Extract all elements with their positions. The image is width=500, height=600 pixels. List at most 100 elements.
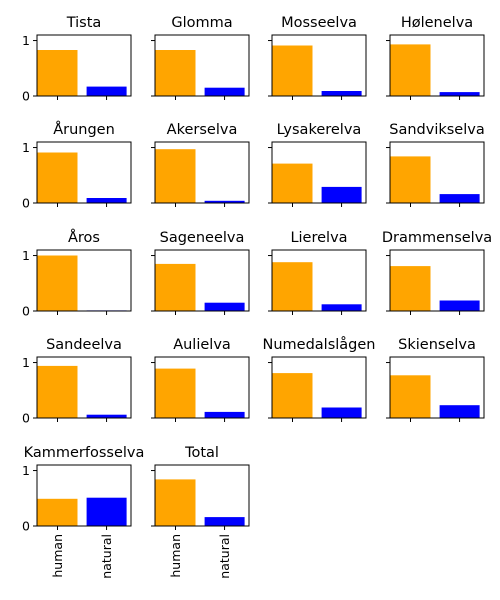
bar-natural (321, 91, 362, 96)
panel-title: Lysakerelva (277, 122, 362, 138)
bar-human (155, 479, 196, 526)
bar-human (390, 375, 431, 418)
bar-human (390, 156, 431, 203)
axes-frame (36, 464, 132, 527)
panel-title: Årungen (53, 121, 115, 138)
panel-title: Lierelva (290, 230, 347, 246)
bar-natural (321, 407, 362, 418)
bar-human (155, 50, 196, 96)
bar-human (37, 498, 78, 526)
bar-natural (86, 497, 127, 526)
bar-natural (321, 304, 362, 311)
y-tick-label: 1 (22, 140, 30, 155)
axes-frame (154, 141, 250, 204)
panel-title: Kammerfosselva (24, 445, 145, 461)
panel-title: Total (184, 445, 219, 461)
y-tick-label: 0 (22, 519, 30, 534)
chart-panel: Aulielva (151, 337, 250, 422)
bar-natural (204, 302, 245, 311)
bar-human (37, 152, 78, 203)
axes-frame (36, 356, 132, 419)
axes-frame (36, 141, 132, 204)
chart-panel: Lierelva (268, 230, 367, 315)
chart-panel: 0 1 Årungen (22, 121, 132, 211)
bar-human (390, 266, 431, 311)
bar-human (37, 255, 78, 311)
panel-title: Glomma (171, 15, 232, 31)
axes-frame (389, 356, 485, 419)
panel-title: Drammenselva (382, 230, 492, 246)
axes-frame (389, 249, 485, 312)
axes-frame (154, 249, 250, 312)
bar-natural (439, 405, 480, 418)
x-tick-label-human: human (50, 534, 65, 578)
bar-human (272, 373, 313, 418)
axes-frame (271, 34, 367, 97)
bar-natural (204, 411, 245, 418)
y-tick-label: 1 (22, 355, 30, 370)
panel-title: Skienselva (398, 337, 476, 353)
chart-panel: Akerselva (151, 122, 250, 207)
panel-title: Numedalslågen (263, 336, 376, 353)
bar-natural (204, 87, 245, 96)
bar-natural (439, 194, 480, 203)
chart-panel: Lysakerelva (268, 122, 367, 207)
bar-natural (439, 300, 480, 311)
bar-human (390, 44, 431, 96)
bar-human (272, 163, 313, 203)
panel-title: Akerselva (167, 122, 238, 138)
x-tick-label-natural: natural (99, 534, 114, 579)
axes-frame (271, 356, 367, 419)
axes-frame (154, 34, 250, 97)
bar-human (155, 149, 196, 203)
axes-frame (389, 141, 485, 204)
y-tick-label: 0 (22, 89, 30, 104)
chart-panel: Total human natural (151, 445, 250, 579)
panel-title: Sandeelva (46, 337, 122, 353)
bar-human (272, 262, 313, 311)
chart-panel: 0 1 Tista (22, 15, 132, 104)
chart-panel: 0 1 Kammerfosselva human natural (22, 445, 144, 579)
chart-panel: Drammenselva (382, 230, 492, 315)
bar-natural (204, 517, 245, 526)
bar-human (155, 263, 196, 311)
x-tick-label-human: human (168, 534, 183, 578)
chart-panel: 0 1 Sandeelva (22, 337, 132, 426)
chart-panel: Numedalslågen (263, 336, 376, 422)
axes-frame (389, 34, 485, 97)
panel-title: Hølenelva (401, 15, 473, 31)
bar-natural (439, 92, 480, 96)
chart-panel: Sageneelva (151, 230, 250, 315)
chart-panel: Skienselva (386, 337, 485, 422)
bar-natural (86, 86, 127, 96)
y-tick-label: 1 (22, 33, 30, 48)
axes-frame (154, 464, 250, 527)
bar-human (272, 45, 313, 96)
bar-human (37, 365, 78, 418)
panel-title: Sageneelva (160, 230, 245, 246)
axes-frame (154, 356, 250, 419)
y-tick-label: 0 (22, 196, 30, 211)
panel-title: Sandvikselva (389, 122, 484, 138)
chart-panel: Sandvikselva (386, 122, 485, 207)
panel-title: Åros (68, 229, 100, 246)
bar-human (37, 50, 78, 96)
bar-natural (321, 186, 362, 203)
chart-panel: Mosseelva (268, 15, 367, 100)
axes-frame (271, 141, 367, 204)
panel-title: Aulielva (173, 337, 231, 353)
y-tick-label: 0 (22, 304, 30, 319)
axes-frame (271, 249, 367, 312)
panel-title: Tista (66, 15, 102, 31)
axes-frame (36, 34, 132, 97)
bar-natural (86, 414, 127, 418)
chart-panel: 0 1 Åros (22, 229, 132, 319)
axes-frame (36, 249, 132, 312)
y-tick-label: 1 (22, 463, 30, 478)
bar-natural (204, 200, 245, 203)
panel-title: Mosseelva (281, 15, 357, 31)
x-tick-label-natural: natural (217, 534, 232, 579)
chart-panel: Glomma (151, 15, 250, 100)
bar-natural (86, 198, 127, 203)
